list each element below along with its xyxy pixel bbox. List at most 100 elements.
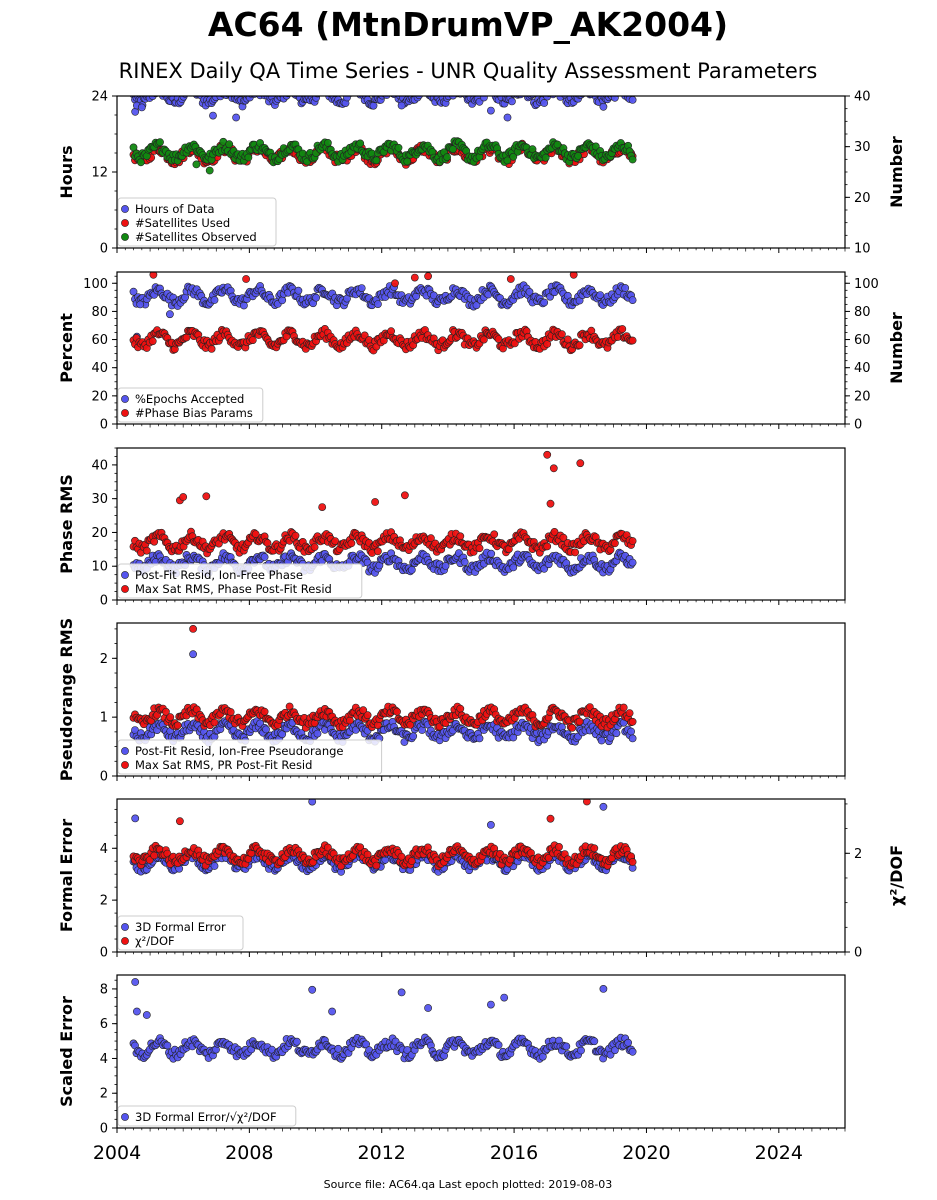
legend-label: Max Sat RMS, PR Post-Fit Resid xyxy=(135,758,312,772)
point-1-289 xyxy=(555,88,562,95)
legend-marker xyxy=(121,205,129,213)
point-1-172 xyxy=(382,96,391,99)
point-1-124 xyxy=(312,96,320,102)
point-1-225 xyxy=(461,88,468,95)
point-2-202 xyxy=(426,534,435,543)
series-group xyxy=(129,799,637,876)
point-2-147 xyxy=(345,716,354,725)
point-1-343 xyxy=(308,985,317,994)
point-1-237 xyxy=(479,88,486,95)
ytick-label-right: 100 xyxy=(854,277,879,292)
source-footer: Source file: AC64.qa Last epoch plotted:… xyxy=(324,1178,613,1191)
point-1-271 xyxy=(529,96,536,98)
point-1-217 xyxy=(449,96,457,100)
point-1-132 xyxy=(324,86,331,93)
point-1-173 xyxy=(385,83,392,90)
point-1-190 xyxy=(409,732,418,741)
point-2-165 xyxy=(372,861,381,870)
point-1-109 xyxy=(290,84,297,91)
point-1-267 xyxy=(523,88,530,95)
legend-label: #Satellites Observed xyxy=(135,230,257,244)
point-1-75 xyxy=(239,301,248,310)
ytick-label-left: 30 xyxy=(91,492,108,507)
figure-title: AC64 (MtnDrumVP_AK2004) xyxy=(208,5,728,44)
ylabel-right: Number xyxy=(887,312,906,384)
point-2-345 xyxy=(543,450,552,459)
series-group xyxy=(129,272,637,355)
point-1-346 xyxy=(424,1004,432,1012)
point-1-192 xyxy=(413,88,420,95)
point-1-18 xyxy=(156,83,163,90)
point-1-150 xyxy=(351,84,358,91)
point-1-41 xyxy=(190,83,197,90)
point-1-306 xyxy=(580,87,587,94)
point-2-141 xyxy=(337,862,345,870)
point-1-309 xyxy=(587,96,590,97)
ylabel-left: Pseudorange RMS xyxy=(57,618,76,781)
point-2-91 xyxy=(263,539,272,547)
point-2-222 xyxy=(456,532,465,541)
point-2-341 xyxy=(242,275,250,283)
legend: 3D Formal Error/√χ²/DOF xyxy=(117,1105,297,1127)
point-1-342 xyxy=(142,1011,151,1019)
point-1-199 xyxy=(423,86,430,93)
legend-label: #Phase Bias Params xyxy=(135,406,253,420)
point-2-339 xyxy=(628,336,637,345)
legend-label: Hours of Data xyxy=(135,202,215,216)
point-1-225 xyxy=(460,558,469,566)
point-1-55 xyxy=(210,296,219,304)
point-1-304 xyxy=(577,1046,585,1055)
ylabel-left: Formal Error xyxy=(57,819,76,932)
legend-marker xyxy=(121,233,129,241)
legend-marker xyxy=(121,1113,129,1121)
point-2-349 xyxy=(371,498,379,506)
point-1-17 xyxy=(155,84,162,91)
point-2-337 xyxy=(625,709,634,717)
point-1-89 xyxy=(260,553,269,561)
point-1-328 xyxy=(612,729,621,738)
point-1-152 xyxy=(354,87,361,94)
point-2-25 xyxy=(166,713,175,722)
point-3-5 xyxy=(136,158,145,167)
point-1-55 xyxy=(210,862,219,870)
legend: Post-Fit Resid, Ion-Free PseudorangeMax … xyxy=(117,739,383,775)
ytick-label-right: 2 xyxy=(854,847,862,862)
point-1-241 xyxy=(485,83,492,90)
ytick-label-left: 0 xyxy=(100,1122,108,1137)
point-1-334 xyxy=(621,284,630,292)
point-1-233 xyxy=(472,301,481,310)
ytick-label-left: 2 xyxy=(100,1087,108,1102)
ylabel-left: Phase RMS xyxy=(57,474,76,574)
point-2-235 xyxy=(475,544,484,553)
point-1-343 xyxy=(599,802,608,811)
point-1-195 xyxy=(417,87,424,94)
point-2-289 xyxy=(555,843,563,851)
point-1-341 xyxy=(136,300,145,309)
point-2-344 xyxy=(506,275,515,283)
point-2-291 xyxy=(558,330,566,339)
point-2-339 xyxy=(628,537,637,545)
point-1-36 xyxy=(183,84,190,91)
panel-4: 0 1 2 Pseudorange RMS Post-Fit Resid, Ion-Fr… xyxy=(57,618,846,785)
point-1-106 xyxy=(286,87,293,94)
point-1-346 xyxy=(486,106,495,115)
point-2-346 xyxy=(391,279,399,288)
point-2-66 xyxy=(226,708,235,716)
point-1-112 xyxy=(294,286,303,295)
point-1-339 xyxy=(628,558,637,567)
point-1-288 xyxy=(554,84,561,91)
xtick-label: 2012 xyxy=(358,1142,406,1164)
point-1-336 xyxy=(624,1038,632,1047)
point-1-145 xyxy=(343,96,351,102)
point-1-260 xyxy=(513,87,520,94)
point-2-238 xyxy=(479,335,488,344)
ytick-label-left: 0 xyxy=(100,594,108,609)
point-1-331 xyxy=(617,86,624,93)
point-2-341 xyxy=(546,814,555,823)
point-3-302 xyxy=(574,151,582,160)
ytick-label-left: 2 xyxy=(100,652,108,667)
point-2-159 xyxy=(363,711,372,720)
point-1-127 xyxy=(317,86,324,93)
xtick-label: 2020 xyxy=(622,1142,670,1164)
legend-label: %Epochs Accepted xyxy=(135,392,244,406)
